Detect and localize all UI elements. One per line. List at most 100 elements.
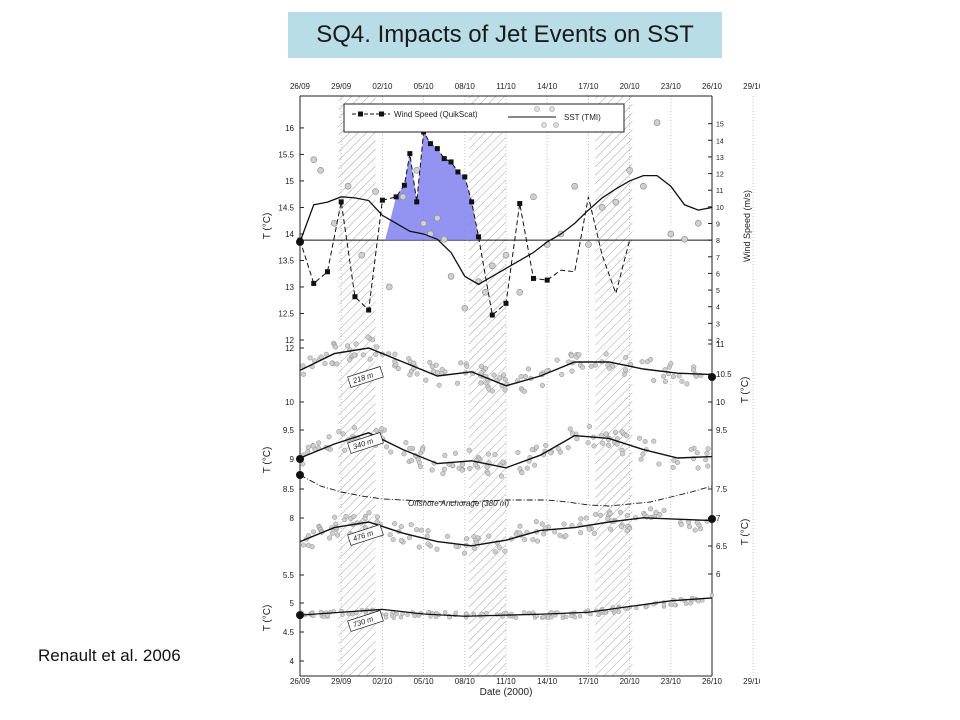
wind-speed-marker <box>441 156 447 162</box>
temp-scatter-point <box>327 446 333 452</box>
temp-scatter-point <box>519 470 525 476</box>
temp-scatter-point <box>685 519 692 525</box>
legend-wind-label: Wind Speed (QuikScat) <box>394 110 478 119</box>
temp-scatter-point <box>586 526 592 532</box>
temp-scatter-point <box>478 380 484 386</box>
temp-scatter-point <box>360 352 366 358</box>
temp-scatter-point <box>640 451 646 457</box>
sst-scatter-point <box>681 235 688 243</box>
depth-curve-2 <box>299 517 713 547</box>
temp-scatter-point <box>334 361 340 367</box>
temp-scatter-point <box>367 356 373 362</box>
temp-scatter-point <box>491 372 497 378</box>
temp-scatter-point <box>515 449 521 455</box>
temp-scatter-point <box>407 372 413 378</box>
y-tick-label-left-mid: 10 <box>285 398 294 407</box>
wind-speed-marker <box>427 141 433 147</box>
temp-scatter-point <box>439 366 445 373</box>
temp-scatter-point <box>662 379 668 385</box>
y-tick-label-right-mid: 7.5 <box>716 485 728 494</box>
temp-scatter-point <box>442 452 448 458</box>
temp-scatter-point <box>419 447 425 453</box>
y-tick-label-right-mid: 11 <box>716 340 725 349</box>
deep-temp-scatter-point <box>522 610 527 615</box>
temp-scatter-point <box>316 440 322 446</box>
temp-scatter-point <box>434 546 440 552</box>
temp-scatter-point <box>704 450 710 456</box>
temp-scatter-point <box>651 378 657 384</box>
y-tick-label-right: 8 <box>716 238 720 245</box>
temp-scatter-point <box>374 519 380 525</box>
temp-scatter-point <box>522 388 528 394</box>
temp-scatter-point <box>459 461 466 467</box>
temp-scatter-point <box>374 344 380 350</box>
temp-scatter-point <box>440 471 446 477</box>
y-axis-label-right-mid: T (°C) <box>740 377 751 404</box>
temp-scatter-point <box>670 464 676 471</box>
sst-scatter-point <box>385 283 393 291</box>
temp-scatter-point <box>668 361 674 367</box>
temp-scatter-point <box>472 545 478 552</box>
temp-scatter-point <box>624 528 630 534</box>
y-tick-label-right: 7 <box>716 255 720 262</box>
date-tick-label-top: 26/09 <box>290 82 311 91</box>
sst-scatter-point <box>420 220 427 227</box>
temp-scatter-point <box>694 520 700 526</box>
sst-scatter-point <box>358 251 366 259</box>
y-tick-label-left: 12.5 <box>278 309 294 318</box>
wind-speed-marker <box>503 300 509 306</box>
temp-scatter-point <box>326 434 332 440</box>
y-tick-label-right: 9 <box>716 222 720 229</box>
y-tick-label-right-mid: 7 <box>716 514 721 523</box>
temp-scatter-point <box>484 464 490 470</box>
temp-scatter-point <box>390 537 396 543</box>
temp-scatter-point <box>671 457 677 463</box>
temp-scatter-point <box>705 446 711 452</box>
temp-scatter-point <box>329 530 335 536</box>
temp-scatter-point <box>483 365 489 371</box>
deep-temp-scatter-point <box>405 612 410 617</box>
temp-scatter-point <box>340 431 346 437</box>
temp-scatter-point <box>661 373 667 379</box>
temp-scatter-point <box>543 442 549 448</box>
y-tick-label-left-bottom: 4.5 <box>283 628 295 637</box>
temp-scatter-point <box>692 527 698 533</box>
y-tick-label-left-bottom: 5.5 <box>283 571 295 580</box>
temp-scatter-point <box>384 444 390 450</box>
temp-scatter-point <box>620 451 626 457</box>
legend-wind-marker <box>379 111 384 117</box>
temp-scatter-point <box>530 537 536 543</box>
temp-scatter-point <box>679 378 685 384</box>
temp-scatter-point <box>598 512 604 518</box>
temp-scatter-point <box>591 530 597 537</box>
temp-scatter-point <box>500 459 506 465</box>
temp-scatter-point <box>474 539 480 545</box>
temp-scatter-point <box>373 351 379 357</box>
temp-scatter-point <box>398 538 404 544</box>
temp-scatter-point <box>567 426 573 432</box>
deep-temp-scatter-point <box>453 610 459 615</box>
temp-scatter-point <box>395 365 401 372</box>
legend-sst-circle <box>553 122 559 128</box>
sst-line <box>299 174 713 286</box>
temp-scatter-point <box>309 544 315 550</box>
date-tick-label-top: 26/10 <box>702 82 723 91</box>
temp-scatter-point <box>416 544 422 550</box>
temp-scatter-point <box>332 344 339 350</box>
temp-scatter-point <box>565 445 571 451</box>
temp-scatter-point <box>351 352 357 358</box>
legend-sst-circle <box>541 122 547 128</box>
temp-scatter-point <box>489 388 495 394</box>
temp-scatter-point <box>642 439 648 445</box>
date-tick-label-top: 29/09 <box>331 82 352 91</box>
temp-scatter-point <box>300 363 306 369</box>
temp-scatter-point <box>502 548 508 554</box>
temp-scatter-point <box>529 447 535 453</box>
temp-scatter-point <box>612 429 618 435</box>
wind-speed-marker <box>434 146 440 152</box>
deep-temp-scatter-point <box>412 613 417 619</box>
temp-scatter-point <box>392 521 398 527</box>
temp-scatter-point <box>392 351 398 357</box>
y-axis-label-right-mid-2: T (°C) <box>740 519 751 546</box>
temp-scatter-point <box>636 435 643 441</box>
